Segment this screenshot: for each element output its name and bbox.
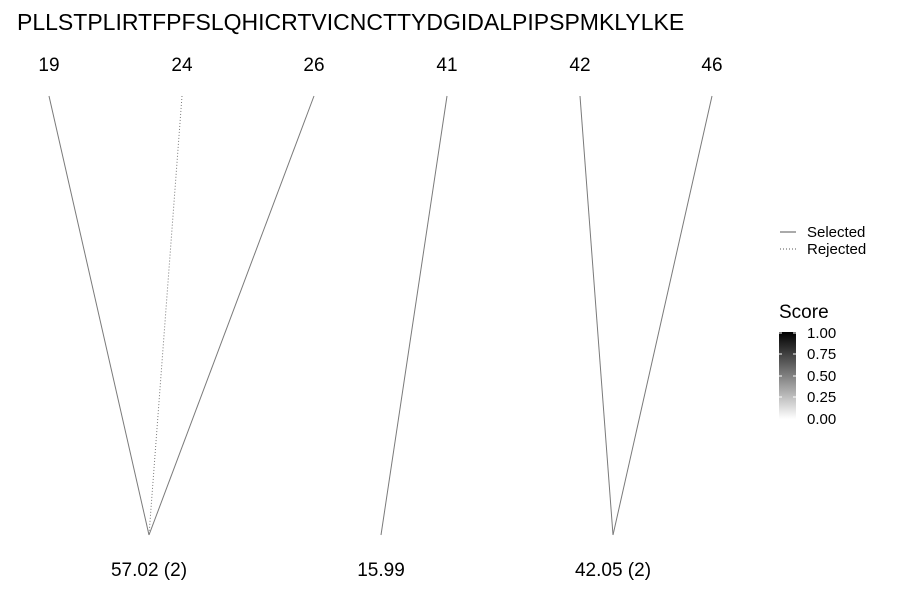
colorbar-tick-label: 0.50 — [807, 368, 836, 385]
position-label: 46 — [701, 55, 722, 76]
link-line-selected — [380, 95, 448, 536]
link-line-selected — [612, 95, 713, 536]
position-label: 19 — [38, 55, 59, 76]
position-label: 41 — [436, 55, 457, 76]
colorbar-tick-label: 1.00 — [807, 325, 836, 342]
position-labels: 19 24 26 41 42 46 — [38, 55, 722, 76]
colorbar-gradient — [779, 332, 796, 419]
position-label: 42 — [569, 55, 590, 76]
colorbar-title: Score — [779, 302, 829, 323]
links — [48, 95, 713, 536]
legend-label-rejected: Rejected — [807, 241, 866, 258]
sequence-title: PLLSTPLIRTFPFSLQHICRTVICNCTTYDGIDALPIPSP… — [17, 9, 684, 35]
link-line-selected — [579, 95, 614, 536]
position-label: 24 — [171, 55, 193, 76]
position-label: 26 — [303, 55, 324, 76]
score-label: 57.02 (2) — [111, 560, 187, 581]
score-label: 42.05 (2) — [575, 560, 651, 581]
link-line-rejected — [148, 95, 183, 536]
colorbar-tick-label: 0.25 — [807, 389, 836, 406]
link-line-selected — [148, 95, 315, 536]
colorbar-tick-label: 0.75 — [807, 346, 836, 363]
score-labels: 57.02 (2) 15.99 42.05 (2) — [111, 560, 651, 581]
linetype-legend: Selected Rejected — [780, 224, 866, 258]
score-colorbar-legend: Score 1.00 0.75 0.50 0.25 0.00 — [779, 302, 836, 428]
colorbar-tick-label: 0.00 — [807, 411, 836, 428]
score-label: 15.99 — [357, 560, 405, 581]
legend-label-selected: Selected — [807, 224, 865, 241]
link-line-selected — [48, 95, 150, 536]
